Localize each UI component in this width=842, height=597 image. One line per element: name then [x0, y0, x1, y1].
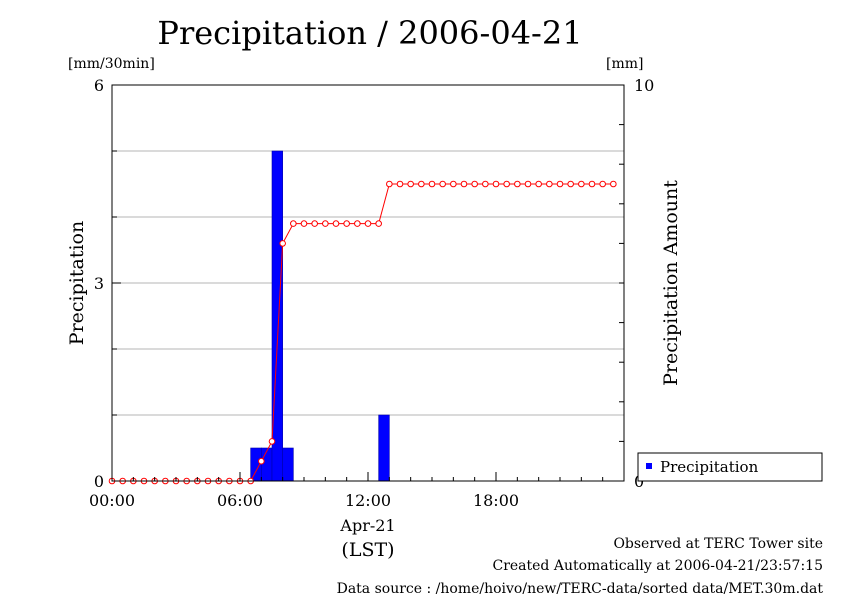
- precipitation-amount-point: [524, 180, 532, 188]
- precipitation-bars: [250, 150, 390, 482]
- precipitation-amount-line: [108, 180, 617, 485]
- x-tick-label-1800: 18:00: [473, 491, 519, 510]
- precipitation-amount-point: [364, 220, 372, 227]
- precipitation-amount-point: [375, 220, 382, 227]
- x-tick-label-1200: 12:00: [345, 491, 391, 510]
- precipitation-amount-point: [610, 180, 617, 188]
- precipitation-amount-point: [503, 180, 510, 188]
- legend: Precipitation: [637, 452, 823, 482]
- left-axis-label: Precipitation: [66, 221, 88, 345]
- precipitation-amount-point: [258, 457, 265, 465]
- footer-source: Data source : /home/hoivo/new/TERC-data/…: [336, 581, 823, 597]
- x-date-label: Apr-21: [339, 516, 395, 535]
- grid-lines: [112, 150, 624, 416]
- right-axis-label: Precipitation Amount: [660, 180, 682, 386]
- legend-label-precipitation: Precipitation: [660, 458, 759, 476]
- precipitation-amount-point: [311, 220, 318, 227]
- left-tick-label-6: 6: [94, 76, 104, 95]
- precipitation-amount-point: [439, 180, 446, 188]
- precipitation-amount-point: [290, 220, 297, 227]
- precipitation-amount-point: [279, 240, 286, 247]
- x-axis-label: (LST): [341, 539, 394, 561]
- precipitation-amount-point: [567, 180, 574, 188]
- precipitation-amount-point: [386, 180, 393, 188]
- left-tick-label-3: 3: [94, 274, 104, 293]
- precipitation-amount-point: [300, 220, 308, 227]
- precipitation-amount-point: [482, 180, 489, 188]
- right-axis-unit: [mm]: [606, 56, 644, 72]
- precipitation-amount-point: [471, 180, 478, 188]
- precipitation-amount-point: [546, 180, 553, 188]
- precipitation-amount-point: [418, 180, 425, 188]
- precipitation-amount-point: [343, 220, 350, 227]
- precipitation-bar: [378, 414, 390, 482]
- precipitation-bar: [261, 447, 273, 482]
- precipitation-amount-point: [556, 180, 564, 188]
- legend-swatch-precipitation: [646, 463, 652, 469]
- left-tick-label-0: 0: [94, 472, 104, 491]
- precipitation-amount-point: [535, 180, 542, 188]
- axis-ticks: [111, 84, 625, 482]
- footer-observed: Observed at TERC Tower site: [613, 536, 823, 552]
- chart-title: Precipitation / 2006-04-21: [157, 14, 583, 52]
- precipitation-amount-point: [332, 220, 340, 227]
- precipitation-amount-point: [588, 180, 596, 188]
- precipitation-amount-point: [322, 220, 329, 227]
- precipitation-amount-point: [407, 180, 414, 188]
- precipitation-amount-point: [268, 438, 276, 445]
- precipitation-amount-point: [460, 180, 468, 188]
- precipitation-bar: [271, 150, 283, 482]
- left-axis-unit: [mm/30min]: [68, 56, 155, 72]
- precipitation-amount-point: [354, 220, 361, 227]
- precipitation-amount-polyline: [112, 183, 614, 482]
- right-tick-label-10: 10: [634, 76, 654, 95]
- precipitation-amount-point: [492, 180, 500, 188]
- x-tick-label-0000: 00:00: [89, 491, 135, 510]
- precipitation-amount-point: [396, 180, 404, 188]
- precipitation-amount-point: [428, 180, 436, 188]
- precipitation-amount-point: [450, 180, 457, 188]
- precipitation-bar: [282, 447, 294, 482]
- footer-created: Created Automatically at 2006-04-21/23:5…: [492, 558, 823, 574]
- x-tick-label-0600: 06:00: [217, 491, 263, 510]
- precipitation-amount-point: [578, 180, 585, 188]
- precipitation-amount-point: [599, 180, 606, 188]
- legend-box: [637, 452, 823, 482]
- precipitation-amount-point: [514, 180, 521, 188]
